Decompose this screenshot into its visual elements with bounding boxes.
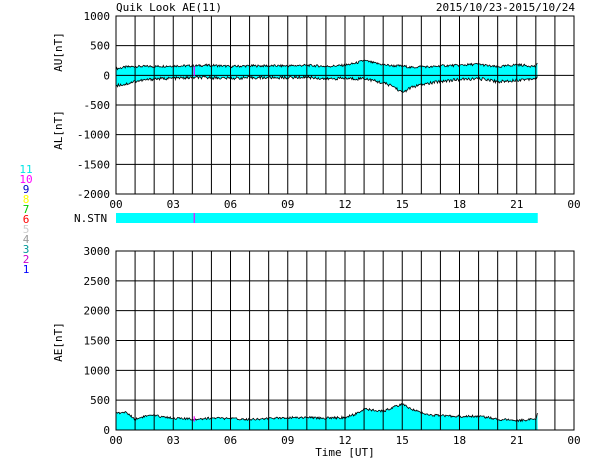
au-al-ytick-label: -1000	[77, 129, 110, 142]
au-al-xtick-label: 00	[109, 198, 122, 211]
ae-xtick-label: 09	[281, 434, 294, 447]
al-series-line	[116, 74, 538, 93]
ae-ytick-label: 3000	[84, 245, 111, 258]
ae-ytick-label: 2000	[84, 305, 111, 318]
ae-ytick-label: 1500	[84, 335, 111, 348]
au-al-ytick-label: 0	[103, 69, 110, 82]
chart-title: Quik Look AE(11)	[116, 1, 222, 14]
au-al-xtick-label: 09	[281, 198, 294, 211]
au-al-band	[116, 60, 538, 93]
ae-xtick-label: 15	[396, 434, 409, 447]
ae-xtick-label: 00	[109, 434, 122, 447]
ae-ylabel: AE[nT]	[52, 322, 65, 362]
nstn-bar	[116, 213, 538, 223]
ae-xtick-label: 21	[510, 434, 523, 447]
ae-xtick-label: 18	[453, 434, 466, 447]
station-legend-5: 5	[23, 223, 30, 236]
au-al-frame	[115, 15, 575, 195]
x-axis-label: Time [UT]	[315, 446, 375, 459]
station-legend-6: 6	[23, 213, 30, 226]
au-al-ytick-label: -2000	[77, 188, 110, 201]
ae-xtick-label: 00	[567, 434, 580, 447]
station-legend-11: 11	[19, 163, 32, 176]
ae-area	[116, 403, 538, 430]
station-legend-7: 7	[23, 203, 30, 216]
au-al-xtick-label: 21	[510, 198, 523, 211]
station-legend-8: 8	[23, 193, 30, 206]
au-al-xtick-label: 03	[167, 198, 180, 211]
au-al-xtick-label: 06	[224, 198, 237, 211]
nstn-label: N.STN	[74, 212, 107, 225]
au-al-ytick-label: -500	[84, 99, 111, 112]
au-series-line	[115, 59, 538, 71]
station-legend-2: 2	[23, 253, 30, 266]
ae-frame	[115, 250, 575, 431]
ae-series-line	[115, 403, 538, 423]
ae-ytick-label: 2500	[84, 275, 111, 288]
station-legend-10: 10	[19, 173, 32, 186]
ae-xtick-label: 06	[224, 434, 237, 447]
station-count-bar	[116, 213, 538, 223]
ae-ytick-label: 0	[103, 424, 110, 437]
au-al-xtick-label: 15	[396, 198, 409, 211]
au-al-ytick-label: 500	[90, 40, 110, 53]
au-al-xtick-label: 18	[453, 198, 466, 211]
au-al-xtick-label: 00	[567, 198, 580, 211]
station-legend-9: 9	[23, 183, 30, 196]
ae-xtick-label: 03	[167, 434, 180, 447]
au-al-ytick-label: 1000	[84, 10, 111, 23]
station-legend-3: 3	[23, 243, 30, 256]
au-al-xtick-label: 12	[338, 198, 351, 211]
ae-ytick-label: 500	[90, 394, 110, 407]
al-ylabel: AL[nT]	[52, 110, 65, 150]
station-legend-4: 4	[23, 233, 30, 246]
date-range: 2015/10/23-2015/10/24	[436, 1, 575, 14]
au-al-ytick-label: -1500	[77, 158, 110, 171]
ae-xtick-label: 12	[338, 434, 351, 447]
ae-ytick-label: 1000	[84, 364, 111, 377]
station-legend-1: 1	[23, 263, 30, 276]
au-ylabel: AU[nT]	[52, 32, 65, 72]
